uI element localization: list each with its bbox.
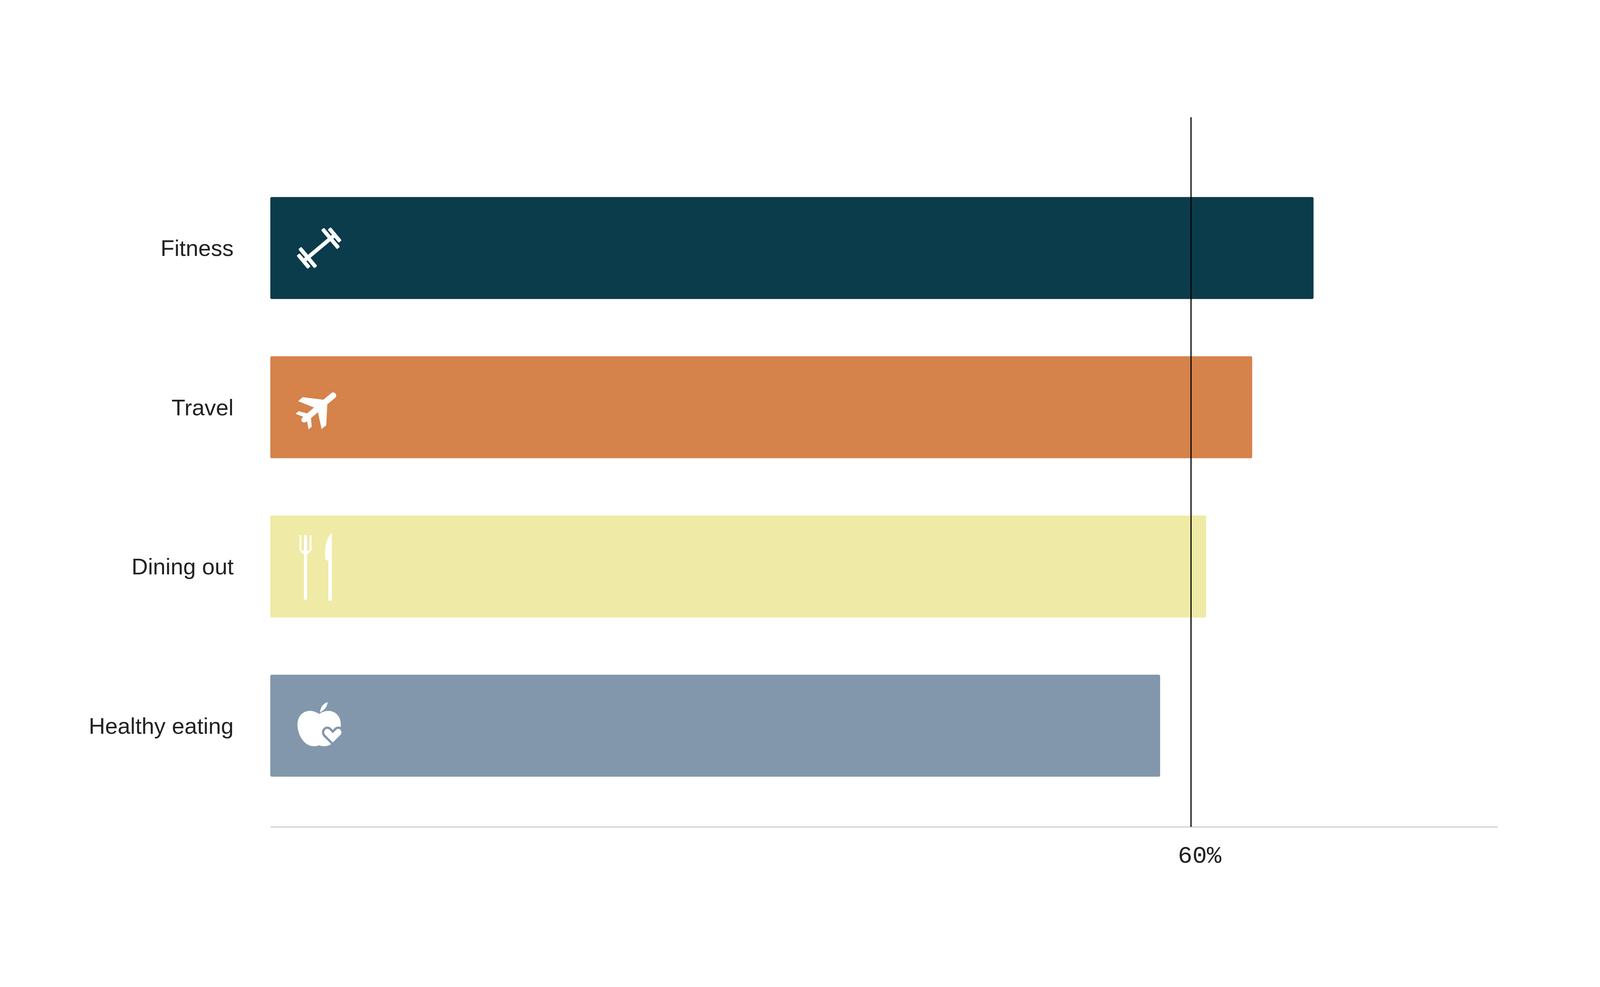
icon xyxy=(300,535,331,600)
category-label: Dining out xyxy=(131,553,234,579)
bar xyxy=(270,515,1207,618)
icons xyxy=(290,224,348,747)
tick-label: 60% xyxy=(1177,842,1222,870)
category-label: Healthy eating xyxy=(88,712,234,739)
bar xyxy=(270,196,1314,299)
icon xyxy=(290,379,348,436)
category-label: Travel xyxy=(171,394,234,420)
icon xyxy=(294,224,345,272)
category-labels: Fitness Travel Dining out Healthy eating xyxy=(88,235,234,739)
bar xyxy=(270,674,1161,777)
reference-line xyxy=(1190,117,1192,827)
x-axis: 60% xyxy=(270,117,1499,870)
bars xyxy=(270,196,1314,777)
axis-line xyxy=(270,826,1499,828)
chart: Fitness Travel Dining out Healthy eating 60% xyxy=(0,0,1600,987)
category-label: Fitness xyxy=(160,235,234,261)
icon xyxy=(297,701,343,747)
tick: 60% xyxy=(1177,117,1222,870)
bar xyxy=(270,356,1253,459)
